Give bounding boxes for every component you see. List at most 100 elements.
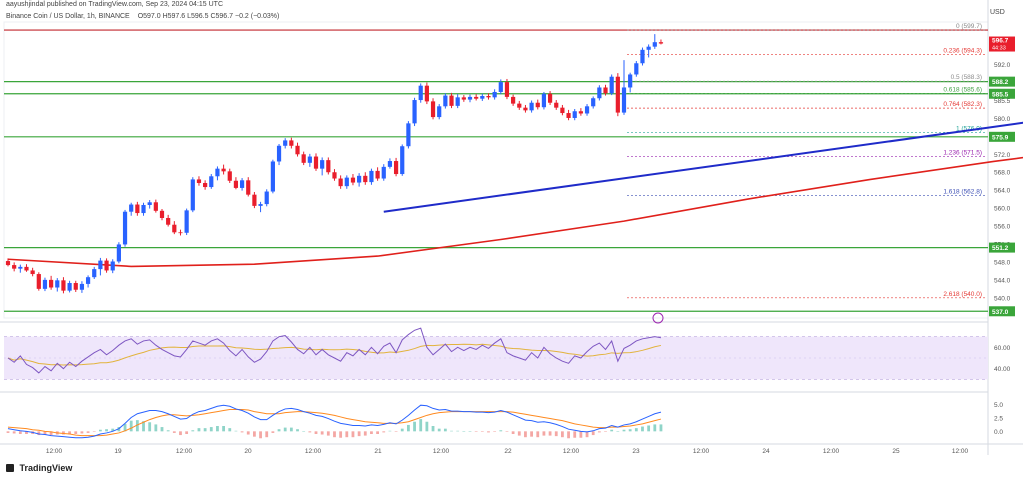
macd-histogram-bar — [647, 425, 651, 432]
candle-body — [55, 280, 60, 288]
candle-body — [30, 270, 35, 275]
candle-body — [652, 42, 657, 47]
macd-histogram-bar — [382, 431, 386, 433]
author-line: aayushjindal published on TradingView.co… — [6, 1, 224, 8]
candle-body — [381, 166, 386, 179]
macd-histogram-bar — [259, 431, 262, 439]
candle-body — [393, 161, 399, 175]
macd-histogram-bar — [462, 431, 466, 432]
macd-histogram-bar — [18, 431, 22, 434]
candle-body — [523, 107, 528, 111]
candle-body — [584, 106, 590, 114]
candle-body — [196, 179, 202, 184]
macd-histogram-bar — [228, 428, 232, 432]
candle-body — [609, 76, 614, 94]
candle-body — [246, 180, 251, 195]
macd-histogram-bar — [12, 431, 16, 434]
macd-histogram-bar — [542, 431, 546, 436]
macd-histogram-bar — [265, 431, 269, 438]
candle-body — [363, 175, 368, 183]
macd-tick-label: 2.5 — [994, 416, 1003, 423]
candle-body — [387, 161, 393, 167]
macd-histogram-bar — [37, 431, 41, 436]
macd-histogram-bar — [129, 420, 133, 432]
sma-line — [7, 156, 1023, 268]
candle-body — [597, 87, 602, 99]
macd-histogram-bar — [493, 431, 497, 432]
candle-body — [621, 87, 627, 113]
macd-histogram-bar — [6, 431, 10, 433]
macd-histogram-bar — [548, 431, 552, 436]
macd-histogram-bar — [597, 431, 601, 433]
candle-body — [313, 156, 319, 169]
candle-body — [73, 283, 78, 290]
candle-body — [203, 183, 208, 188]
tradingview-brand: TradingView — [6, 463, 72, 473]
macd-histogram-bar — [431, 426, 435, 432]
time-tick-label: 23 — [632, 448, 640, 455]
macd-histogram-bar — [370, 431, 373, 434]
macd-histogram-bar — [585, 431, 589, 438]
candle-body — [276, 145, 282, 162]
candle-body — [412, 100, 417, 124]
candle-body — [338, 178, 343, 187]
macd-histogram-bar — [191, 430, 195, 432]
macd-histogram-bar — [357, 431, 361, 437]
macd-histogram-bar — [105, 429, 108, 432]
macd-histogram-bar — [345, 431, 349, 438]
candle-body — [49, 279, 54, 288]
macd-histogram-bar — [308, 431, 312, 433]
candle-body — [239, 180, 245, 188]
macd-histogram-bar — [659, 424, 663, 432]
macd-histogram-bar — [616, 431, 620, 432]
price-tick-label: 548.0 — [994, 259, 1011, 266]
macd-histogram-bar — [591, 431, 595, 436]
macd-tick-label: 0.0 — [994, 429, 1003, 436]
rsi-line — [7, 327, 662, 374]
candle-body — [658, 42, 664, 44]
candle-body — [42, 279, 48, 289]
macd-signal-line — [7, 408, 662, 437]
candle-body — [572, 111, 577, 118]
macd-histogram-bar — [179, 431, 182, 436]
candle-body — [406, 123, 411, 147]
fib-level-label: 0.236 (594.3) — [943, 47, 982, 54]
candle-body — [449, 95, 454, 106]
macd-histogram-bar — [573, 431, 577, 438]
macd-histogram-bar — [289, 427, 293, 432]
candle-body — [455, 97, 460, 106]
symbol-line: Binance Coin / US Dollar, 1h, BINANCE — [6, 13, 130, 20]
macd-histogram-bar — [197, 428, 201, 432]
macd-histogram-bar — [80, 431, 84, 434]
macd-histogram-bar — [74, 431, 78, 434]
macd-histogram-bar — [62, 431, 65, 435]
candle-body — [511, 96, 516, 104]
macd-histogram-bar — [567, 431, 570, 439]
candle-body — [110, 261, 115, 271]
candle-body — [615, 76, 620, 113]
macd-histogram-bar — [407, 424, 410, 432]
macd-histogram-bar — [160, 427, 164, 432]
macd-histogram-bar — [142, 421, 145, 432]
time-tick-label: 12:00 — [952, 448, 969, 455]
macd-histogram-bar — [253, 431, 256, 437]
candle-body — [628, 74, 633, 88]
macd-histogram-bar — [443, 428, 447, 432]
candle-body — [461, 97, 466, 100]
level-badge-label: 585.5 — [992, 91, 1009, 98]
candle-body — [480, 96, 485, 99]
candle-body — [369, 170, 374, 183]
time-tick-label: 12:00 — [823, 448, 840, 455]
time-tick-label: 20 — [244, 448, 252, 455]
candle-body — [486, 96, 491, 98]
candle-body — [24, 266, 29, 271]
candle-body — [344, 177, 349, 187]
macd-histogram-bar — [456, 430, 460, 432]
candle-body — [141, 204, 146, 214]
candle-body — [92, 269, 97, 278]
level-badge-label: 551.2 — [992, 245, 1009, 252]
macd-histogram-bar — [536, 431, 540, 438]
level-badge-label: 537.0 — [992, 309, 1009, 316]
